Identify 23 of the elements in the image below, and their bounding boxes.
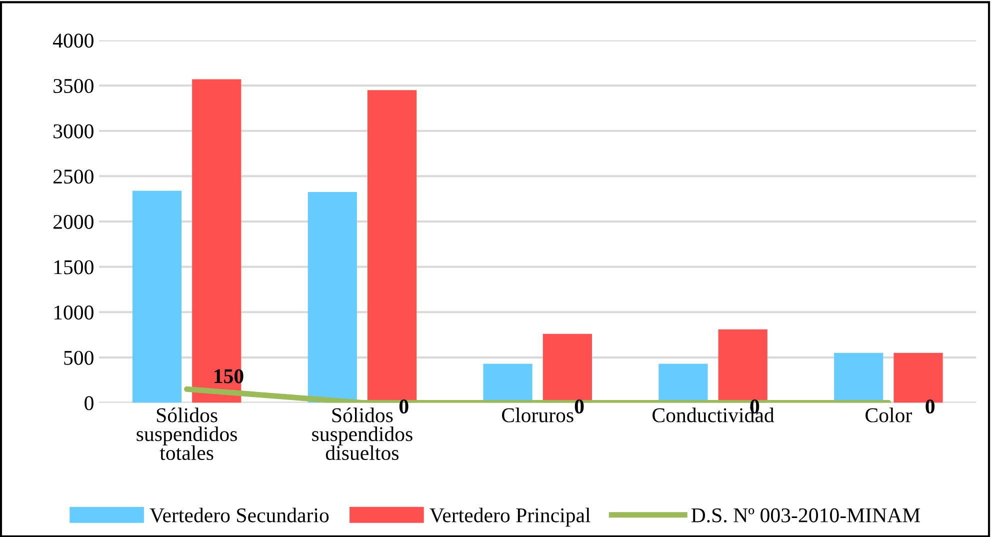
legend-label: Vertedero Principal	[430, 508, 590, 527]
legend-label: Vertedero Secundario	[150, 508, 329, 522]
x-tick-label: Sólidos suspendidos totales	[136, 408, 237, 460]
y-tick-label: 3000	[54, 124, 94, 138]
bar	[834, 352, 884, 403]
y-tick-label: 2000	[53, 214, 94, 229]
y-tick-label: 0	[84, 396, 94, 410]
bar	[483, 364, 532, 403]
y-tick-label: 1500	[54, 260, 94, 274]
bar	[132, 190, 182, 403]
y-tick-label: 500	[64, 350, 94, 365]
data-label: 0	[926, 399, 935, 414]
legend-label: D.S. Nº 003-2010-MINAM	[691, 508, 920, 522]
bar	[658, 364, 708, 403]
bar	[308, 192, 357, 403]
x-tick-label: Cloruros	[502, 408, 574, 422]
data-label: 0	[574, 399, 584, 414]
bar	[192, 79, 242, 403]
y-tick-label: 3500	[54, 78, 94, 94]
y-tick-label: 2500	[53, 170, 94, 184]
y-tick-label: 1000	[54, 306, 94, 320]
x-tick-label: Color	[866, 408, 912, 422]
y-tick-label: 4000	[52, 34, 94, 48]
